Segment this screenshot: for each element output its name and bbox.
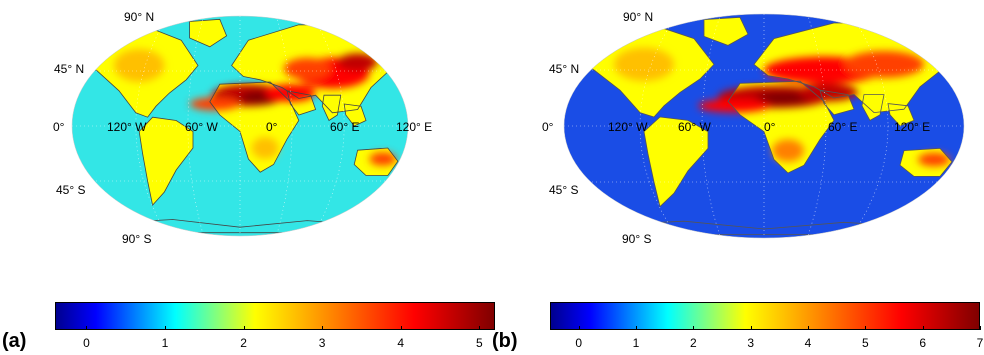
colorbar-tick-mark	[322, 326, 324, 330]
world-map-b	[563, 13, 965, 239]
hotspot-6	[189, 97, 240, 111]
lat-label-90n: 90° N	[124, 10, 155, 24]
coastline-greenland	[703, 16, 749, 46]
graticule-lon-4	[850, 14, 889, 238]
coastline-southAmerica	[643, 116, 709, 208]
lon-label-60e: 60° E	[330, 120, 360, 134]
lon-label-0: 0°	[266, 120, 278, 134]
lat-label-0: 0°	[542, 120, 554, 134]
colorbar-tick-label: 6	[919, 336, 926, 350]
lon-label-60w: 60° W	[678, 120, 711, 134]
coastline-africa	[209, 81, 300, 173]
colorbar-tick-mark	[693, 326, 695, 330]
hotspot-8	[369, 152, 397, 166]
hotspot-5	[283, 57, 331, 80]
coastline-africa	[727, 80, 835, 174]
colorbar-tick-label: 5	[475, 336, 483, 350]
coastline-greenland	[189, 18, 228, 48]
colorbar-tick-label: 0	[575, 336, 582, 350]
graticule-lon-0	[639, 14, 678, 238]
land-india	[322, 95, 341, 121]
lon-label-120e: 120° E	[894, 120, 931, 134]
hotspot-4	[337, 53, 378, 71]
graticule-lon-3	[276, 16, 293, 236]
hotspot-4	[844, 50, 924, 78]
land-greenland	[704, 17, 748, 46]
hotspot-8	[772, 139, 804, 162]
colorbar-tick-label: 4	[804, 336, 812, 350]
lon-label-120e: 120° E	[396, 120, 433, 134]
panel-label-b: (b)	[492, 330, 518, 352]
coastline-australia	[899, 147, 953, 177]
colorbar-tick-label: 4	[397, 336, 405, 350]
land-seAsia	[344, 104, 366, 126]
hotspot-7	[918, 152, 950, 167]
colorbar-b	[550, 302, 980, 330]
colorbar-a	[55, 302, 495, 330]
colorbar-tick-label: 7	[976, 336, 984, 350]
land-southAmerica	[644, 117, 708, 207]
coastline-arabia	[286, 90, 317, 116]
colorbar-tick-label: 1	[161, 336, 169, 350]
lat-label-45n: 45° N	[549, 62, 580, 76]
colorbar-tick-mark	[980, 326, 981, 330]
hotspot-1	[756, 91, 812, 105]
lon-label-60w: 60° W	[185, 120, 218, 134]
colorbar-tick-mark	[400, 326, 402, 330]
map-panel-b: 90° N 45° N 0° 45° S 90° S 120° W 60° W …	[492, 0, 984, 355]
colorbar-tick-mark	[636, 326, 637, 330]
lat-label-90s: 90° S	[122, 232, 152, 246]
hotspot-5	[698, 99, 770, 113]
land-seAsia	[888, 103, 914, 126]
world-map-a	[71, 15, 409, 237]
lon-label-120w: 120° W	[608, 120, 648, 134]
map-panel-a: 90° N 45° N 0° 45° S 90° S 120° W 60° W …	[2, 10, 495, 352]
lat-label-45s: 45° S	[56, 183, 86, 197]
colorbar-tick-mark	[243, 326, 245, 330]
graticule-lon-0	[135, 16, 168, 236]
hotspot-2	[798, 83, 858, 102]
coastline-australia	[353, 147, 399, 176]
coastline-arabia	[819, 89, 855, 116]
colorbar-tick-mark	[86, 326, 88, 330]
hotspot-9	[251, 137, 279, 159]
map-frame	[563, 13, 965, 239]
lat-label-45n: 45° N	[54, 62, 85, 76]
coastline-southAmerica	[138, 116, 194, 207]
colorbar-tick-mark	[865, 326, 867, 330]
colorbar-tick-label: 5	[861, 336, 869, 350]
colorbar-tick-mark	[808, 326, 809, 330]
coastline-seAsia	[887, 103, 915, 127]
lat-label-90n: 90° N	[623, 10, 654, 24]
colorbar-tick-mark	[922, 326, 924, 330]
colorbar-tick-mark	[165, 326, 166, 330]
colorbar-tick-label: 1	[632, 336, 640, 350]
graticule-lon-4	[312, 16, 345, 236]
land-southAmerica	[139, 117, 193, 206]
graticule-lon-1	[187, 16, 204, 236]
lat-label-45s: 45° S	[549, 183, 579, 197]
colorbar-tick-mark	[479, 326, 481, 330]
colorbar-tick-label: 3	[318, 336, 326, 350]
land-india	[862, 94, 884, 121]
colorbar-tick-mark	[750, 326, 752, 330]
colorbar-tick-label: 2	[240, 336, 247, 350]
map-frame	[71, 15, 409, 237]
panel-label-a: (a)	[2, 330, 27, 352]
coastline-seAsia	[343, 103, 367, 127]
colorbar-tick-label: 0	[83, 336, 90, 350]
coastline-india	[861, 94, 885, 121]
lon-label-60e: 60° E	[828, 120, 858, 134]
coastline-india	[321, 94, 342, 122]
colorbar-tick-label: 2	[689, 336, 697, 350]
lat-label-90s: 90° S	[622, 232, 652, 246]
colorbar-tick-label: 3	[747, 336, 754, 350]
lat-label-0: 0°	[53, 120, 65, 134]
hotspot-7	[114, 49, 165, 82]
hotspot-6	[614, 47, 674, 82]
lon-label-0: 0°	[764, 120, 776, 134]
colorbar-tick-mark	[578, 326, 580, 330]
land-greenland	[189, 19, 227, 47]
lon-label-120w: 120° W	[107, 120, 147, 134]
